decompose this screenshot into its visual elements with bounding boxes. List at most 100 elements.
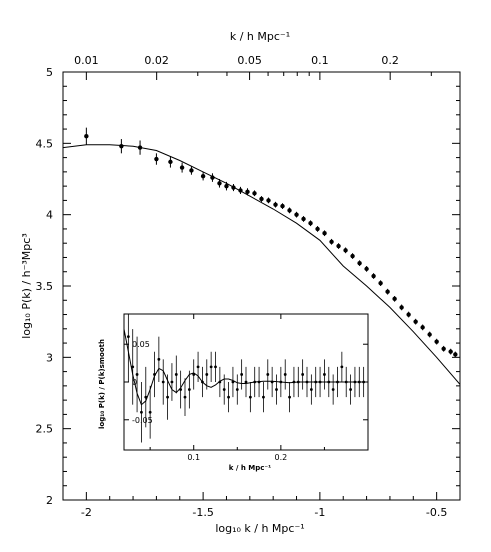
x-tick-label: -2 [81, 506, 92, 519]
inset-data-point [235, 388, 239, 391]
data-point [200, 173, 206, 179]
data-point [392, 296, 397, 302]
x-tick-label: -1.5 [192, 506, 213, 519]
inset-data-point [323, 373, 326, 376]
inset-data-point [227, 395, 230, 399]
data-point [238, 188, 243, 193]
data-point [168, 159, 173, 165]
y-tick-label: 2.5 [36, 423, 54, 436]
data-point [413, 319, 418, 324]
main-model-curve [62, 144, 461, 385]
inset-data-point [144, 395, 148, 399]
data-point [273, 202, 278, 207]
x-axis-label-bottom: log₁₀ k / h Mpc⁻¹ [215, 522, 304, 535]
y-tick-label: 3 [46, 351, 53, 364]
data-point [406, 312, 411, 317]
data-point [224, 183, 229, 189]
inset-data-point [314, 380, 318, 384]
top-tick-label: 0.05 [237, 54, 262, 67]
inset-data-point [301, 373, 305, 376]
inset-data-point [153, 373, 156, 376]
data-point [441, 346, 446, 351]
inset-y-axis-label: log₁₀ P(k) / P(k)smooth [98, 339, 106, 429]
inset-data-point [349, 388, 352, 391]
main-ticks [62, 71, 460, 501]
data-point [448, 349, 453, 354]
y-tick-label: 4 [46, 209, 53, 222]
inset-data-point [266, 373, 270, 376]
data-point [119, 143, 124, 149]
inset-data-point [296, 380, 300, 384]
data-point [217, 181, 222, 186]
inset-data-point [135, 373, 139, 376]
inset-data-point [161, 380, 165, 384]
data-point [434, 339, 439, 344]
inset-data-point [196, 365, 200, 369]
data-point [287, 208, 292, 213]
inset-data-point [157, 357, 161, 361]
data-point [378, 280, 383, 286]
inset-data-point [309, 388, 313, 391]
data-point [210, 175, 215, 180]
data-point [350, 253, 355, 259]
main-data-points [84, 127, 458, 358]
data-point [385, 289, 390, 294]
data-point [301, 216, 306, 222]
inset-data-point [270, 380, 274, 384]
inset-data-point [218, 380, 222, 384]
inset-x-axis-label: k / h Mpc⁻¹ [229, 464, 271, 472]
data-point [343, 248, 348, 253]
inset-data-point [257, 380, 261, 384]
x-axis-label-top: k / h Mpc⁻¹ [230, 30, 290, 43]
data-point [280, 203, 285, 209]
data-point [252, 191, 257, 196]
inset-data-point [353, 380, 357, 384]
inset-data-point [170, 380, 174, 384]
inset-data-point [209, 365, 213, 369]
data-point [308, 221, 313, 226]
data-point [315, 226, 320, 232]
data-point [189, 168, 194, 173]
inset-data-point [126, 335, 130, 339]
inset-x-tick-label: 0.2 [274, 453, 287, 462]
inset-data-point [179, 388, 183, 391]
data-point [294, 212, 299, 217]
inset-x-tick-label: 0.1 [187, 453, 200, 462]
inset-data-point [288, 395, 291, 399]
data-point [371, 273, 376, 279]
y-axis-label: log₁₀ P(k) / h⁻³Mpc³ [20, 233, 33, 339]
data-point [357, 260, 362, 266]
inset-data-point [331, 388, 335, 391]
inset-data-point [357, 380, 361, 384]
inset-data-point [318, 380, 322, 384]
data-point [259, 196, 264, 202]
inset-data-point [148, 410, 152, 414]
inset-y-tick-label: -0.05 [132, 416, 153, 425]
inset-data-point [336, 380, 339, 384]
data-point [399, 305, 404, 310]
top-tick-label: 0.2 [381, 54, 399, 67]
inset-data-point [131, 365, 135, 369]
inset-data-point [248, 395, 252, 399]
inset-data-point [201, 380, 204, 384]
inset-y-tick-label: 0.05 [132, 340, 150, 349]
data-point [364, 266, 369, 272]
inset-data-point [262, 395, 265, 399]
top-tick-label: 0.02 [144, 54, 169, 67]
inset-data-point [253, 380, 257, 384]
top-tick-label: 0.01 [74, 54, 99, 67]
y-tick-label: 5 [46, 66, 53, 79]
y-tick-label: 2 [46, 494, 53, 507]
inset-data-point [140, 410, 143, 414]
inset-data-point [205, 373, 209, 376]
data-point [329, 239, 334, 244]
inset-data-points [126, 314, 366, 443]
inset-data-point [344, 380, 348, 384]
inset-data-point [305, 380, 309, 384]
y-tick-label: 4.5 [36, 137, 54, 150]
inset-data-point [292, 380, 296, 384]
inset-data-point [187, 388, 191, 391]
main-tick-labels: -2 -1.5 -1 -0.5 2 2.5 3 3.5 4 4.5 5 0.01 0.02 0.05 0.1… [36, 54, 448, 519]
data-point [266, 198, 271, 203]
